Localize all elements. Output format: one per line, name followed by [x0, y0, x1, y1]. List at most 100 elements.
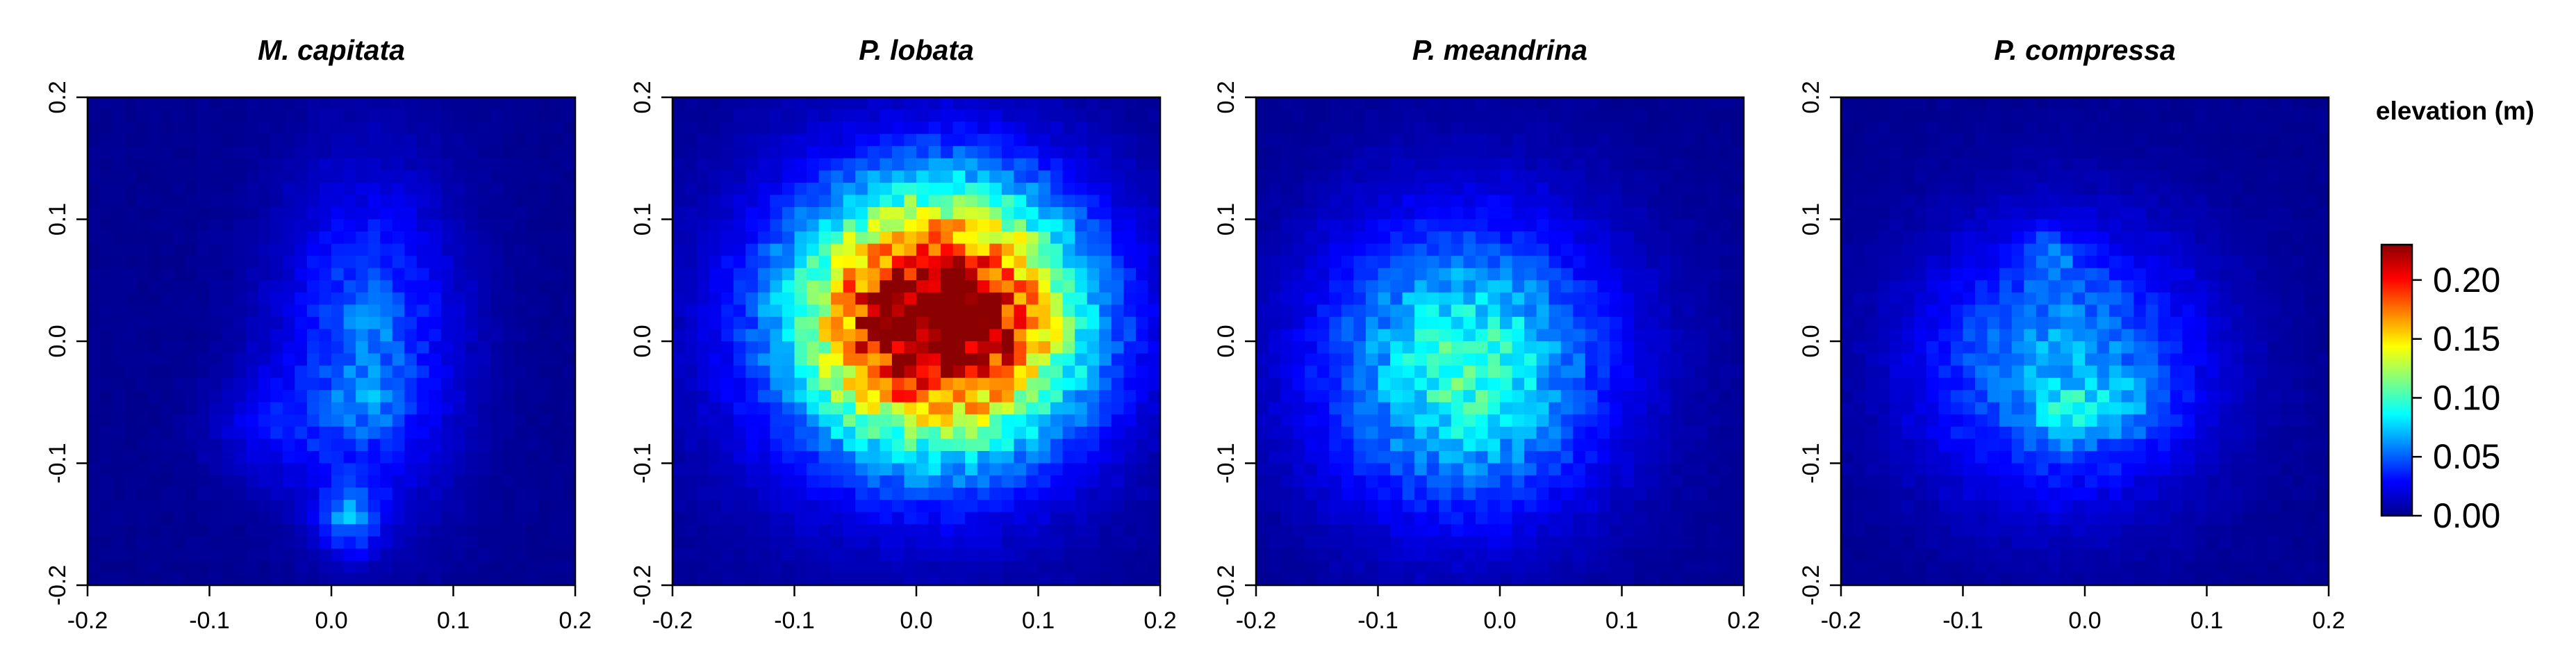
heatmap-cell — [136, 573, 149, 586]
heatmap-cell — [977, 316, 990, 330]
heatmap-cell — [1634, 133, 1647, 147]
heatmap-cell — [563, 329, 576, 342]
heatmap-cell — [1329, 475, 1342, 489]
heatmap-cell — [782, 243, 795, 256]
heatmap-cell — [1634, 414, 1647, 427]
heatmap-cell — [1439, 304, 1452, 318]
heatmap-cell — [185, 536, 198, 549]
heatmap-cell — [563, 536, 576, 549]
heatmap-cell — [185, 573, 198, 586]
heatmap-cell — [502, 206, 515, 220]
heatmap-cell — [136, 146, 149, 159]
heatmap-cell — [916, 487, 930, 500]
heatmap-cell — [843, 231, 856, 245]
heatmap-cell — [246, 268, 259, 281]
heatmap-cell — [1646, 268, 1659, 281]
heatmap-cell — [782, 414, 795, 427]
heatmap-cell — [843, 316, 856, 330]
heatmap-cell — [1549, 219, 1562, 232]
heatmap-cell — [831, 109, 844, 122]
heatmap-cell — [1487, 316, 1501, 330]
heatmap-cell — [2024, 122, 2037, 135]
heatmap-cell — [1402, 426, 1415, 439]
heatmap-cell — [2133, 97, 2147, 111]
heatmap-cell — [952, 548, 966, 562]
heatmap-cell — [904, 512, 917, 525]
heatmap-cell — [1014, 256, 1027, 269]
heatmap-cell — [745, 158, 759, 171]
heatmap-cell — [1025, 329, 1039, 342]
heatmap-cell — [1694, 280, 1708, 293]
heatmap-cell — [1487, 426, 1501, 439]
heatmap-cell — [550, 573, 564, 586]
heatmap-cell — [1439, 463, 1452, 476]
heatmap-cell — [1148, 195, 1161, 208]
heatmap-cell — [1487, 182, 1501, 195]
heatmap-cell — [733, 268, 746, 281]
heatmap-cell — [1087, 402, 1100, 415]
heatmap-cell — [453, 329, 466, 342]
heatmap-cell — [368, 426, 381, 439]
heatmap-cell — [136, 487, 149, 500]
heatmap-cell — [1341, 133, 1354, 147]
heatmap-cell — [148, 133, 161, 147]
heatmap-cell — [258, 182, 271, 195]
heatmap-cell — [807, 329, 820, 342]
heatmap-cell — [1487, 536, 1501, 549]
heatmap-cell — [453, 414, 466, 427]
heatmap-cell — [843, 512, 856, 525]
heatmap-cell — [818, 377, 832, 391]
heatmap-cell — [270, 219, 283, 232]
heatmap-cell — [1001, 170, 1014, 183]
heatmap-cell — [1560, 548, 1574, 562]
heatmap-cell — [440, 536, 454, 549]
heatmap-cell — [295, 377, 308, 391]
heatmap-cell — [185, 390, 198, 403]
heatmap-cell — [380, 133, 393, 147]
heatmap-cell — [928, 304, 941, 318]
heatmap-cell — [684, 292, 697, 305]
heatmap-cell — [538, 109, 552, 122]
heatmap-cell — [1353, 414, 1367, 427]
heatmap-cell — [1341, 243, 1354, 256]
heatmap-cell — [429, 573, 442, 586]
heatmap-cell — [1439, 158, 1452, 171]
heatmap-cell — [1475, 536, 1489, 549]
heatmap-cell — [1426, 268, 1439, 281]
heatmap-cell — [1487, 97, 1501, 111]
heatmap-cell — [928, 219, 941, 232]
heatmap-cell — [356, 426, 369, 439]
heatmap-cell — [1280, 536, 1294, 549]
heatmap-cell — [1549, 158, 1562, 171]
heatmap-cell — [136, 536, 149, 549]
heatmap-cell — [904, 341, 917, 354]
heatmap-cell — [1353, 316, 1367, 330]
heatmap-cell — [867, 206, 880, 220]
heatmap-cell — [453, 182, 466, 195]
heatmap-cell — [295, 280, 308, 293]
heatmap-cell — [733, 97, 746, 111]
heatmap-cell — [490, 500, 503, 513]
heatmap-cell — [1597, 292, 1610, 305]
heatmap-cell — [952, 377, 966, 391]
heatmap-cell — [282, 341, 295, 354]
heatmap-cell — [1341, 97, 1354, 111]
heatmap-cell — [209, 256, 222, 269]
heatmap-cell — [368, 377, 381, 391]
heatmap-cell — [563, 450, 576, 464]
heatmap-cell — [916, 560, 930, 574]
heatmap-cell — [672, 450, 686, 464]
heatmap-cell — [721, 426, 734, 439]
heatmap-cell — [965, 377, 978, 391]
heatmap-cell — [209, 280, 222, 293]
heatmap-cell — [1646, 304, 1659, 318]
heatmap-cell — [2121, 97, 2134, 111]
heatmap-cell — [282, 109, 295, 122]
heatmap-cell — [770, 524, 783, 537]
heatmap-cell — [1512, 329, 1525, 342]
heatmap-cell — [770, 243, 783, 256]
heatmap-cell — [160, 475, 174, 489]
heatmap-cell — [1353, 109, 1367, 122]
heatmap-cell — [1099, 133, 1112, 147]
heatmap-cell — [136, 500, 149, 513]
